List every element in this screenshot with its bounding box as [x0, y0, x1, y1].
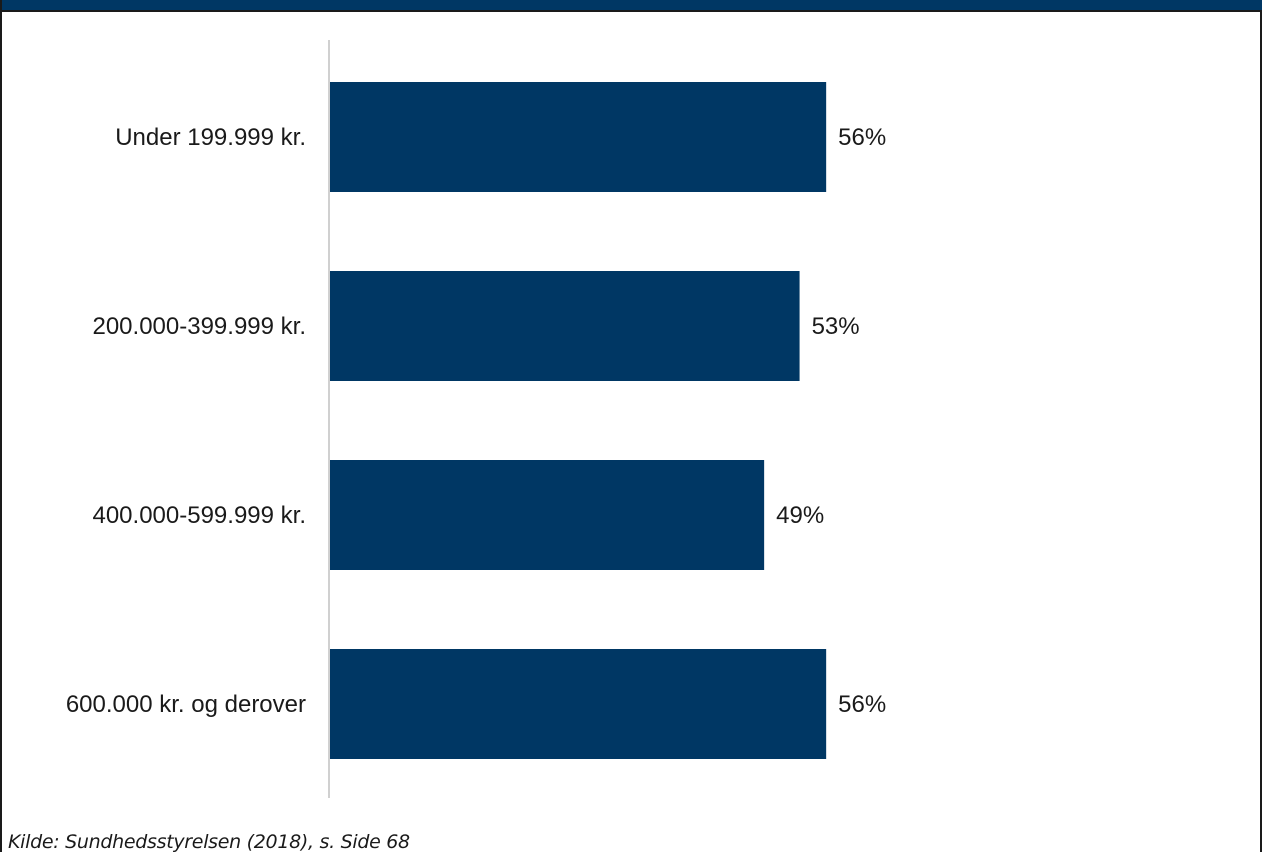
value-label-0: 56% [838, 124, 886, 151]
bar-0 [330, 82, 827, 192]
source-note: Kilde: Sundhedsstyrelsen (2018), s. Side… [8, 831, 410, 853]
bar-2 [330, 460, 765, 570]
category-label-0: Under 199.999 kr. [115, 124, 306, 151]
bar-1 [330, 271, 800, 381]
value-label-1: 53% [812, 313, 860, 340]
bars-group: Under 199.999 kr. 56% 200.000-399.999 kr. 5… [66, 82, 886, 759]
value-label-3: 56% [838, 691, 886, 718]
header-band [2, 0, 1262, 12]
value-label-2: 49% [776, 502, 824, 529]
category-label-3: 600.000 kr. og derover [66, 691, 306, 718]
category-label-2: 400.000-599.999 kr. [92, 502, 306, 529]
category-label-1: 200.000-399.999 kr. [92, 313, 306, 340]
bar-3 [330, 649, 827, 759]
